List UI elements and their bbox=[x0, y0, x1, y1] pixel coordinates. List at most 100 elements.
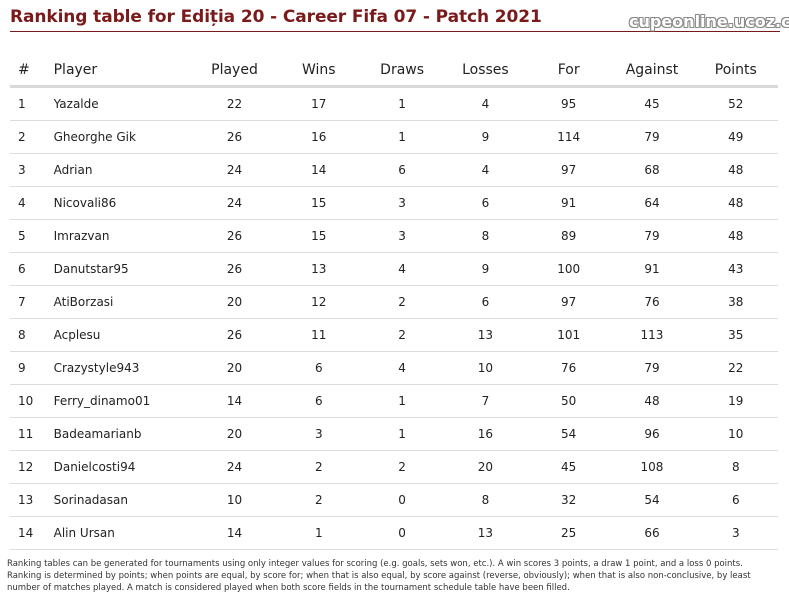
cell-for: 100 bbox=[527, 252, 611, 286]
cell-against: 108 bbox=[610, 450, 694, 484]
table-row: 4 Nicovali86 24 15 3 6 91 64 48 bbox=[10, 186, 778, 220]
cell-against: 64 bbox=[610, 186, 694, 220]
page-title: Ranking table for Ediția 20 - Career Fif… bbox=[10, 7, 542, 27]
cell-points: 49 bbox=[693, 120, 778, 154]
cell-wins: 17 bbox=[277, 86, 361, 121]
cell-rank: 13 bbox=[10, 483, 50, 517]
cell-against: 66 bbox=[610, 516, 694, 550]
cell-played: 14 bbox=[191, 516, 278, 550]
table-row: 14 Alin Ursan 14 1 0 13 25 66 3 bbox=[10, 516, 778, 550]
cell-wins: 2 bbox=[277, 483, 361, 517]
cell-points: 48 bbox=[693, 153, 778, 187]
cell-draws: 4 bbox=[360, 351, 444, 385]
cell-played: 20 bbox=[191, 351, 278, 385]
site-logo-text[interactable]: cupeonline.ucoz.club bbox=[629, 12, 789, 31]
cell-rank: 3 bbox=[10, 153, 50, 187]
column-header-draws: Draws bbox=[360, 54, 444, 88]
table-row: 10 Ferry_dinamo01 14 6 1 7 50 48 19 bbox=[10, 384, 778, 418]
cell-losses: 13 bbox=[443, 318, 528, 352]
cell-for: 101 bbox=[527, 318, 611, 352]
cell-draws: 3 bbox=[360, 219, 444, 253]
page-header: Ranking table for Ediția 20 - Career Fif… bbox=[10, 7, 789, 33]
table-row: 2 Gheorghe Gik 26 16 1 9 114 79 49 bbox=[10, 120, 778, 154]
cell-player: Acplesu bbox=[49, 318, 192, 352]
cell-played: 24 bbox=[191, 186, 278, 220]
cell-rank: 9 bbox=[10, 351, 50, 385]
table-row: 7 AtiBorzasi 20 12 2 6 97 76 38 bbox=[10, 285, 778, 319]
cell-rank: 1 bbox=[10, 86, 50, 121]
cell-rank: 2 bbox=[10, 120, 50, 154]
cell-points: 52 bbox=[693, 86, 778, 121]
cell-played: 14 bbox=[191, 384, 278, 418]
cell-rank: 8 bbox=[10, 318, 50, 352]
cell-played: 26 bbox=[191, 318, 278, 352]
cell-losses: 7 bbox=[443, 384, 528, 418]
cell-points: 19 bbox=[693, 384, 778, 418]
column-header-losses: Losses bbox=[443, 54, 528, 88]
cell-points: 8 bbox=[693, 450, 778, 484]
table-row: 12 Danielcosti94 24 2 2 20 45 108 8 bbox=[10, 450, 778, 484]
title-divider bbox=[10, 31, 780, 32]
cell-points: 35 bbox=[693, 318, 778, 352]
cell-against: 54 bbox=[610, 483, 694, 517]
cell-for: 76 bbox=[527, 351, 611, 385]
cell-rank: 4 bbox=[10, 186, 50, 220]
cell-player: Yazalde bbox=[49, 86, 192, 121]
cell-draws: 6 bbox=[360, 153, 444, 187]
cell-losses: 9 bbox=[443, 120, 528, 154]
cell-player: Gheorghe Gik bbox=[49, 120, 192, 154]
table-row: 8 Acplesu 26 11 2 13 101 113 35 bbox=[10, 318, 778, 352]
cell-losses: 4 bbox=[443, 153, 528, 187]
cell-for: 95 bbox=[527, 86, 611, 121]
cell-for: 91 bbox=[527, 186, 611, 220]
column-header-rank: # bbox=[10, 54, 50, 88]
cell-player: Danielcosti94 bbox=[49, 450, 192, 484]
cell-rank: 14 bbox=[10, 516, 50, 550]
cell-losses: 8 bbox=[443, 483, 528, 517]
cell-draws: 1 bbox=[360, 417, 444, 451]
footnote: Ranking tables can be generated for tour… bbox=[7, 559, 751, 593]
cell-wins: 13 bbox=[277, 252, 361, 286]
cell-player: Badeamarianb bbox=[49, 417, 192, 451]
cell-player: Imrazvan bbox=[49, 219, 192, 253]
cell-wins: 11 bbox=[277, 318, 361, 352]
cell-played: 24 bbox=[191, 450, 278, 484]
column-header-wins: Wins bbox=[277, 54, 361, 88]
cell-losses: 20 bbox=[443, 450, 528, 484]
cell-against: 113 bbox=[610, 318, 694, 352]
table-header-row: # Player Played Wins Draws Losses For Ag… bbox=[10, 54, 778, 88]
cell-losses: 6 bbox=[443, 186, 528, 220]
cell-for: 114 bbox=[527, 120, 611, 154]
column-header-player: Player bbox=[49, 54, 192, 88]
cell-wins: 2 bbox=[277, 450, 361, 484]
cell-played: 20 bbox=[191, 285, 278, 319]
cell-played: 26 bbox=[191, 219, 278, 253]
cell-against: 79 bbox=[610, 351, 694, 385]
cell-for: 25 bbox=[527, 516, 611, 550]
table-body: 1 Yazalde 22 17 1 4 95 45 52 2 Gheorghe Gik 26 16 1 9 1… bbox=[10, 86, 778, 550]
cell-points: 38 bbox=[693, 285, 778, 319]
cell-losses: 9 bbox=[443, 252, 528, 286]
cell-wins: 1 bbox=[277, 516, 361, 550]
cell-draws: 1 bbox=[360, 384, 444, 418]
cell-played: 10 bbox=[191, 483, 278, 517]
cell-wins: 14 bbox=[277, 153, 361, 187]
cell-wins: 6 bbox=[277, 351, 361, 385]
cell-player: Ferry_dinamo01 bbox=[49, 384, 192, 418]
cell-played: 24 bbox=[191, 153, 278, 187]
table-row: 1 Yazalde 22 17 1 4 95 45 52 bbox=[10, 86, 778, 121]
cell-rank: 10 bbox=[10, 384, 50, 418]
cell-wins: 15 bbox=[277, 186, 361, 220]
column-header-against: Against bbox=[610, 54, 694, 88]
cell-points: 43 bbox=[693, 252, 778, 286]
cell-losses: 8 bbox=[443, 219, 528, 253]
cell-losses: 13 bbox=[443, 516, 528, 550]
cell-points: 48 bbox=[693, 186, 778, 220]
column-header-played: Played bbox=[191, 54, 278, 88]
cell-for: 32 bbox=[527, 483, 611, 517]
cell-losses: 4 bbox=[443, 86, 528, 121]
cell-against: 76 bbox=[610, 285, 694, 319]
table-row: 13 Sorinadasan 10 2 0 8 32 54 6 bbox=[10, 483, 778, 517]
cell-for: 89 bbox=[527, 219, 611, 253]
cell-points: 10 bbox=[693, 417, 778, 451]
